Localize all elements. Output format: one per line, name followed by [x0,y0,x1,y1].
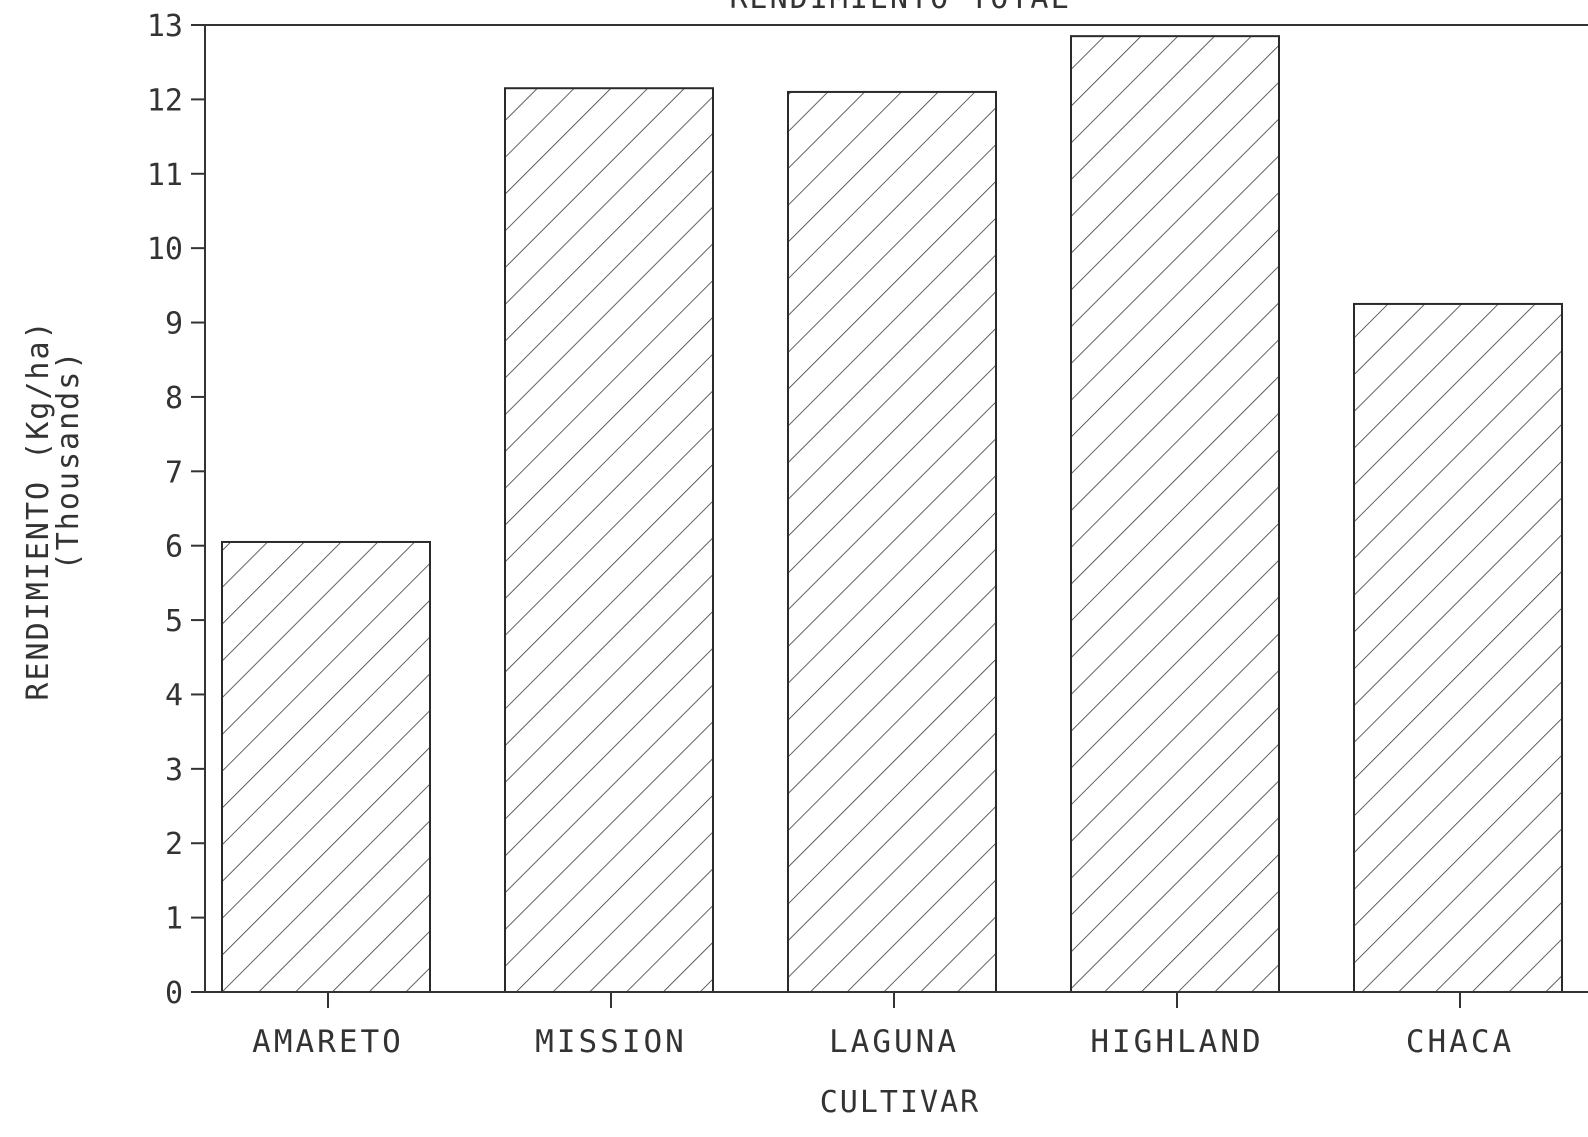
bar-mission [504,87,714,993]
y-tick-label-1: 1 [165,902,183,937]
y-tick-label-12: 12 [147,83,183,118]
y-tick-label-7: 7 [165,455,183,490]
y-tick-label-10: 10 [147,232,183,267]
y-tick-label-5: 5 [165,604,183,639]
y-tick-label-6: 6 [165,530,183,565]
x-tick-label-mission: MISSION [535,1024,687,1060]
x-axis-title: CULTIVAR [820,1085,981,1120]
y-axis-units: (Thousands) [51,350,86,571]
chart-title: RENDIMIENTO TOTAL [729,0,1070,16]
y-tick-label-13: 13 [147,9,183,44]
y-axis-title: RENDIMIENTO (Kg/ha) [21,319,56,700]
x-tick-label-chaca: CHACA [1406,1024,1514,1060]
bar-highland [1070,35,1280,993]
x-tick-label-amareto: AMARETO [252,1024,404,1060]
y-tick-label-8: 8 [165,381,183,416]
y-tick-label-11: 11 [147,158,183,193]
y-tick-label-3: 3 [165,753,183,788]
y-tick-label-4: 4 [165,678,183,713]
y-tick-label-2: 2 [165,827,183,862]
bar-amareto [221,540,431,993]
bar-laguna [787,90,997,993]
bar-chaca [1353,302,1563,993]
x-tick-label-highland: HIGHLAND [1090,1024,1263,1060]
plot-area: AMARETO MISSION LAGUNA HIGHLAND CHACA0123456… [147,9,1588,1060]
y-tick-label-9: 9 [165,307,183,342]
y-tick-label-0: 0 [165,976,183,1011]
x-tick-label-laguna: LAGUNA [829,1024,959,1060]
